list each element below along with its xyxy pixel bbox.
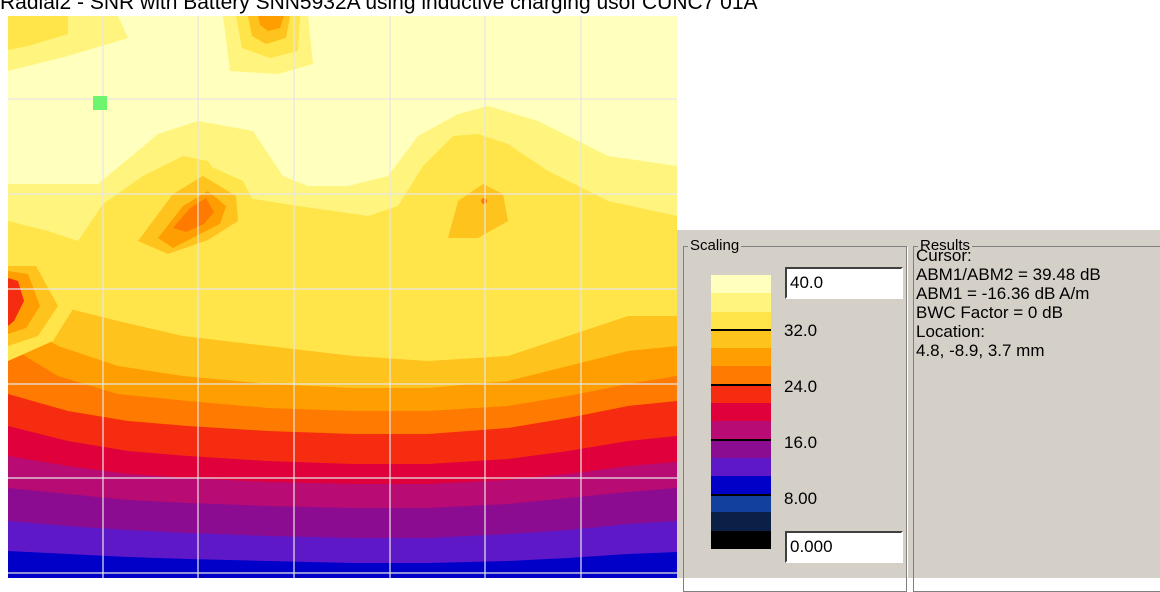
color-scale-band: [711, 494, 771, 513]
color-scale-band: [711, 366, 771, 385]
window-title: Radial2 - SNR with Battery SNN5932A usin…: [0, 0, 758, 14]
color-scale-band: [711, 530, 771, 549]
contour-plot[interactable]: [8, 16, 677, 578]
color-scale-band: [711, 384, 771, 403]
color-scale-band: [711, 439, 771, 458]
scale-tick-label: 32.0: [784, 321, 818, 340]
contour-band: [448, 184, 508, 238]
results-legend: Results: [920, 237, 971, 254]
color-scale-band: [711, 329, 771, 349]
color-scale-band: [711, 421, 771, 440]
scaling-legend: Scaling: [690, 237, 740, 254]
color-scale-bar: [711, 275, 771, 549]
contour-band: [8, 278, 24, 326]
color-scale-band: [711, 311, 771, 330]
scale-tick-label: 16.0: [784, 433, 818, 452]
cursor-marker[interactable]: [93, 96, 107, 110]
results-line: ABM1/ABM2 = 39.48 dB: [916, 265, 1101, 284]
color-scale-band: [711, 402, 771, 422]
scale-tick-label: 8.00: [784, 489, 818, 508]
color-scale-divider: [711, 494, 771, 496]
color-scale-band: [711, 275, 771, 294]
color-scale-divider: [711, 439, 771, 441]
contour-band: [173, 198, 214, 232]
scale-max-input[interactable]: [785, 267, 903, 299]
color-scale-divider: [711, 384, 771, 386]
control-panel: Scaling 32.0 24.0 16.0 8.00 Results Curs…: [677, 230, 1160, 592]
contour-band: [8, 16, 68, 50]
scale-tick-label: 24.0: [784, 377, 818, 396]
results-line: 4.8, -8.9, 3.7 mm: [916, 341, 1045, 360]
results-line: Location:: [916, 322, 985, 341]
results-line: BWC Factor = 0 dB: [916, 303, 1063, 322]
results-line: Cursor:: [916, 246, 972, 265]
color-scale-divider: [711, 329, 771, 331]
contour-band: [8, 551, 677, 578]
contour-band: [258, 16, 284, 31]
color-scale-band: [711, 457, 771, 476]
cursor-dot: [481, 198, 487, 204]
color-scale-band: [711, 293, 771, 312]
color-scale-band: [711, 512, 771, 531]
color-scale-band: [711, 348, 771, 367]
scale-min-input[interactable]: [785, 531, 903, 563]
contour-map[interactable]: [8, 16, 677, 578]
results-line: ABM1 = -16.36 dB A/m: [916, 284, 1090, 303]
color-scale-band: [711, 475, 771, 495]
